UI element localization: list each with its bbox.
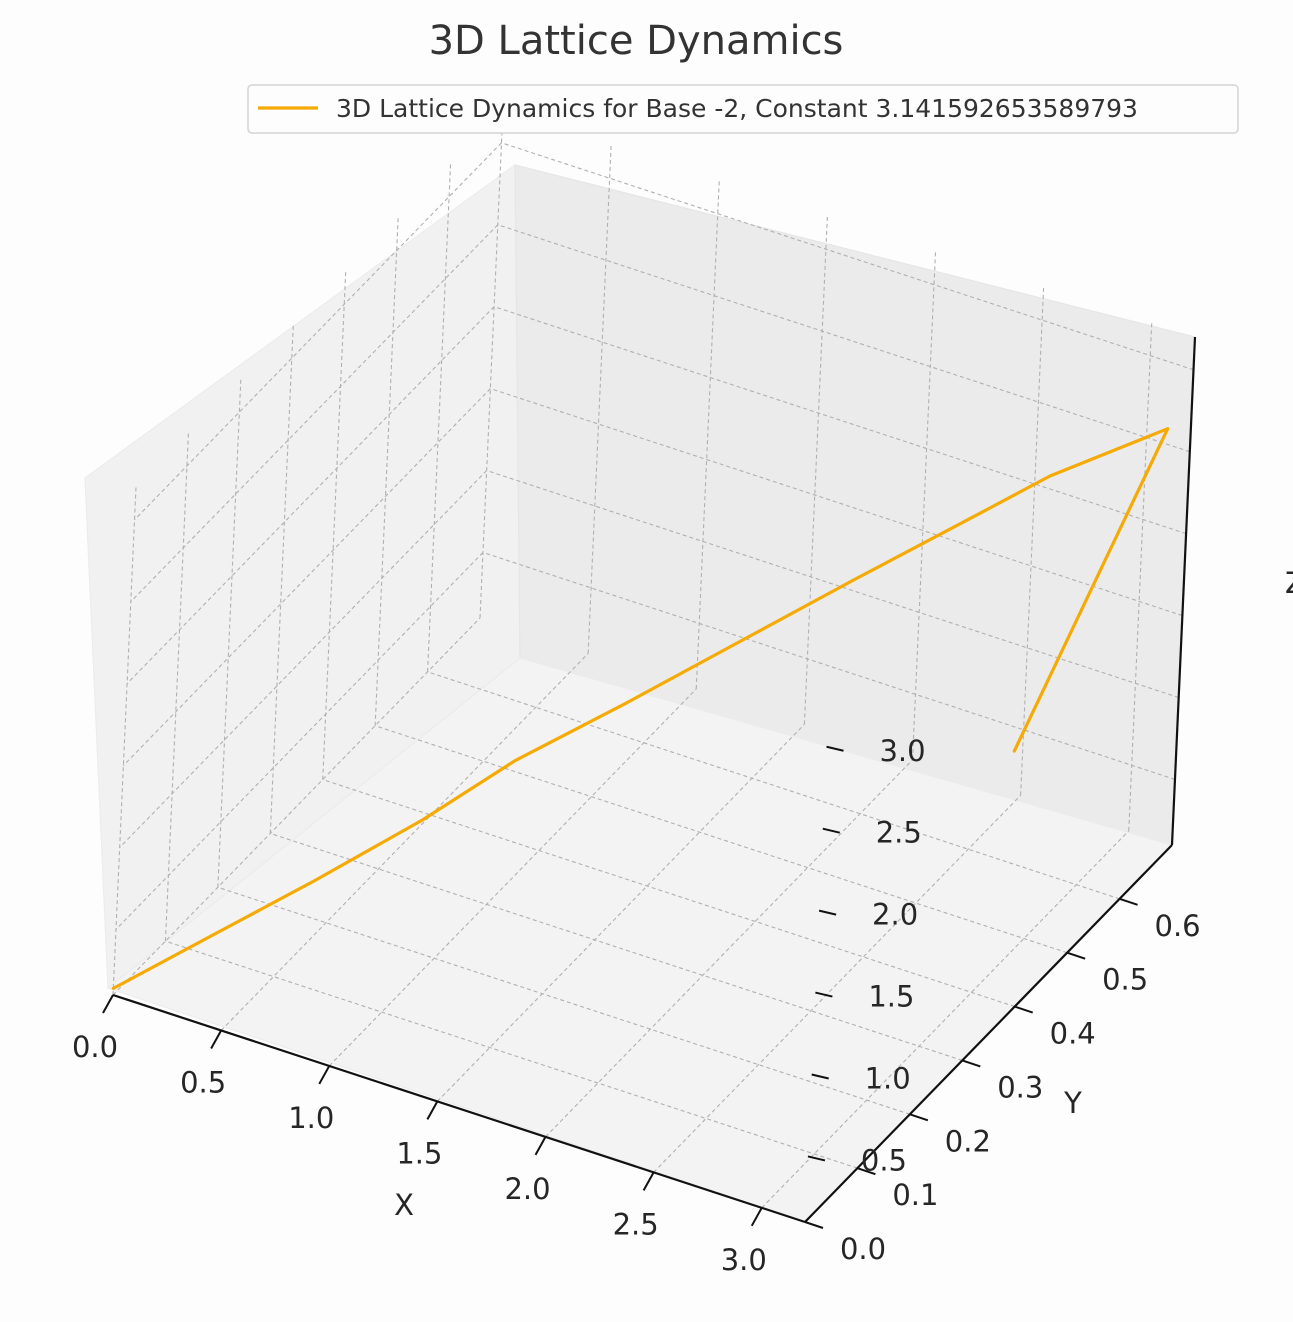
- z-tick-label: 1.5: [868, 980, 914, 1014]
- x-tick-label: 2.0: [504, 1172, 550, 1206]
- y-tick-label: 0.6: [1155, 909, 1201, 943]
- x-tick-label: 1.0: [288, 1101, 334, 1135]
- y-axis-line: [804, 844, 1173, 1223]
- x-tick-label: 0.0: [72, 1030, 118, 1064]
- z-tick-label: 2.0: [872, 898, 918, 932]
- x-gridline-wall: [803, 216, 828, 725]
- z-gridline-left-wall: [122, 388, 491, 766]
- x-gridline-floor: [653, 794, 1022, 1173]
- legend-label: 3D Lattice Dynamics for Base -2, Constan…: [336, 94, 1138, 123]
- z-tick-mark: [822, 827, 841, 834]
- x-tick-label: 0.5: [180, 1065, 226, 1099]
- y-gridline-floor: [270, 832, 963, 1061]
- x-gridline-floor: [436, 724, 805, 1102]
- legend-box: [247, 84, 1239, 134]
- y-gridline-wall: [427, 163, 452, 672]
- x-gridline-floor: [545, 759, 913, 1138]
- x-gridline-floor: [112, 617, 481, 996]
- y-gridline-wall: [269, 325, 294, 834]
- y-tick-label: 0.5: [1102, 963, 1148, 997]
- z-gridline-right-wall: [493, 306, 1187, 535]
- z-tick-mark: [807, 1155, 826, 1162]
- z-gridline-right-wall: [482, 551, 1176, 780]
- y-tick-label: 0.1: [892, 1178, 938, 1212]
- back-pane: [84, 163, 1196, 1223]
- z-tick-mark: [818, 909, 837, 916]
- y-gridline-wall: [112, 486, 137, 996]
- z-tick-mark: [815, 991, 833, 998]
- z-axis-label: Z: [1285, 566, 1293, 600]
- y-tick-label: 0.2: [945, 1124, 991, 1158]
- x-gridline-wall: [1020, 287, 1045, 796]
- z-tick-mark: [811, 1073, 829, 1080]
- series-layer: [111, 427, 1170, 991]
- z-tick-mark: [826, 745, 844, 752]
- y-tick-mark: [1066, 951, 1086, 960]
- z-tick-label: 1.0: [865, 1062, 911, 1096]
- x-tick-mark: [642, 1171, 655, 1191]
- z-gridline-right-wall: [501, 142, 1194, 371]
- y-gridline-floor: [374, 725, 1068, 954]
- y-gridline-wall: [322, 271, 347, 780]
- z-gridline-right-wall: [490, 388, 1183, 617]
- z-gridline-left-wall: [115, 552, 484, 930]
- y-tick-label: 0.4: [1050, 1017, 1096, 1051]
- series-line: [111, 427, 1170, 991]
- y-tick-mark: [909, 1113, 929, 1122]
- x-gridline-floor: [328, 688, 697, 1067]
- y-gridline-floor: [165, 940, 858, 1169]
- gridlines: [112, 109, 1194, 1223]
- legend: 3D Lattice Dynamics for Base -2, Constan…: [247, 84, 1239, 134]
- z-gridline-right-wall: [497, 224, 1190, 453]
- z-gridline-left-wall: [126, 306, 495, 685]
- z-tick-label: 3.0: [879, 734, 925, 768]
- x-gridline-wall: [695, 180, 720, 689]
- x-tick-label: 2.5: [613, 1207, 659, 1241]
- x-tick-mark: [750, 1207, 763, 1227]
- x-axis-label: X: [394, 1188, 414, 1222]
- y-gridline-floor: [217, 886, 911, 1115]
- x-axis-line: [112, 993, 806, 1224]
- x-tick-mark: [426, 1100, 439, 1120]
- y-tick-label: 0.0: [840, 1232, 886, 1266]
- y-tick-mark: [1014, 1005, 1034, 1014]
- x-tick-label: 3.0: [721, 1243, 767, 1277]
- z-gridline-left-wall: [119, 470, 488, 848]
- axes: [112, 336, 1197, 1224]
- z-gridline-left-wall: [130, 224, 499, 603]
- y-gridline-wall: [374, 217, 399, 726]
- x-gridline-wall: [911, 251, 937, 760]
- y-tick-mark: [857, 1167, 876, 1176]
- y-gridline-wall: [217, 379, 242, 888]
- x-gridline-wall: [479, 109, 504, 619]
- y-gridline-wall: [164, 433, 189, 942]
- tick-labels: 0.00.51.01.52.02.53.0 0.00.10.20.30.40.50…: [72, 734, 1201, 1277]
- tick-marks: [102, 745, 1138, 1229]
- x-tick-label: 1.5: [396, 1136, 442, 1170]
- z-gridline-left-wall: [134, 142, 502, 521]
- x-tick-mark: [318, 1065, 331, 1085]
- z-gridline-right-wall: [486, 469, 1179, 699]
- y-axis-label: Y: [1063, 1086, 1082, 1120]
- x-gridline-wall: [1128, 322, 1153, 831]
- y-tick-mark: [961, 1059, 981, 1068]
- x-tick-mark: [534, 1136, 547, 1156]
- y-tick-label: 0.3: [997, 1070, 1043, 1104]
- z-tick-label: 0.5: [861, 1143, 907, 1177]
- x-tick-mark: [102, 994, 114, 1014]
- y-gridline-floor: [427, 671, 1120, 900]
- x-gridline-floor: [761, 830, 1130, 1209]
- z-axis-line: [1170, 336, 1197, 846]
- chart-title: 3D Lattice Dynamics: [429, 18, 844, 64]
- y-tick-mark: [804, 1221, 824, 1229]
- z-tick-label: 2.5: [876, 816, 922, 850]
- y-tick-mark: [1119, 897, 1138, 906]
- y-gridline-floor: [322, 779, 1015, 1008]
- x-gridline-wall: [587, 145, 612, 654]
- x-gridline-floor: [220, 653, 589, 1031]
- x-tick-mark: [210, 1029, 222, 1049]
